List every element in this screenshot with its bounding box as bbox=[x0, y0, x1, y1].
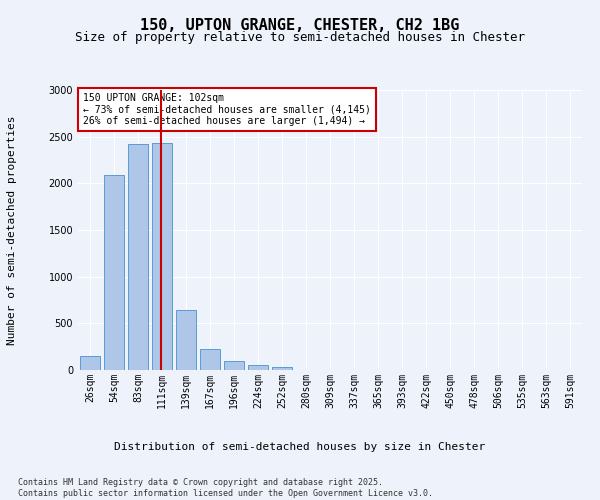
Bar bbox=[128, 144, 148, 370]
Bar bbox=[200, 348, 220, 370]
Text: 150, UPTON GRANGE, CHESTER, CH2 1BG: 150, UPTON GRANGE, CHESTER, CH2 1BG bbox=[140, 18, 460, 32]
Bar bbox=[80, 356, 100, 370]
Bar bbox=[272, 367, 292, 370]
Text: Number of semi-detached properties: Number of semi-detached properties bbox=[7, 116, 17, 345]
Bar bbox=[248, 365, 268, 370]
Bar bbox=[152, 143, 172, 370]
Text: Size of property relative to semi-detached houses in Chester: Size of property relative to semi-detach… bbox=[75, 31, 525, 44]
Text: Contains HM Land Registry data © Crown copyright and database right 2025.
Contai: Contains HM Land Registry data © Crown c… bbox=[18, 478, 433, 498]
Bar bbox=[224, 361, 244, 370]
Text: Distribution of semi-detached houses by size in Chester: Distribution of semi-detached houses by … bbox=[115, 442, 485, 452]
Bar bbox=[104, 175, 124, 370]
Bar bbox=[176, 310, 196, 370]
Text: 150 UPTON GRANGE: 102sqm
← 73% of semi-detached houses are smaller (4,145)
26% o: 150 UPTON GRANGE: 102sqm ← 73% of semi-d… bbox=[83, 93, 371, 126]
